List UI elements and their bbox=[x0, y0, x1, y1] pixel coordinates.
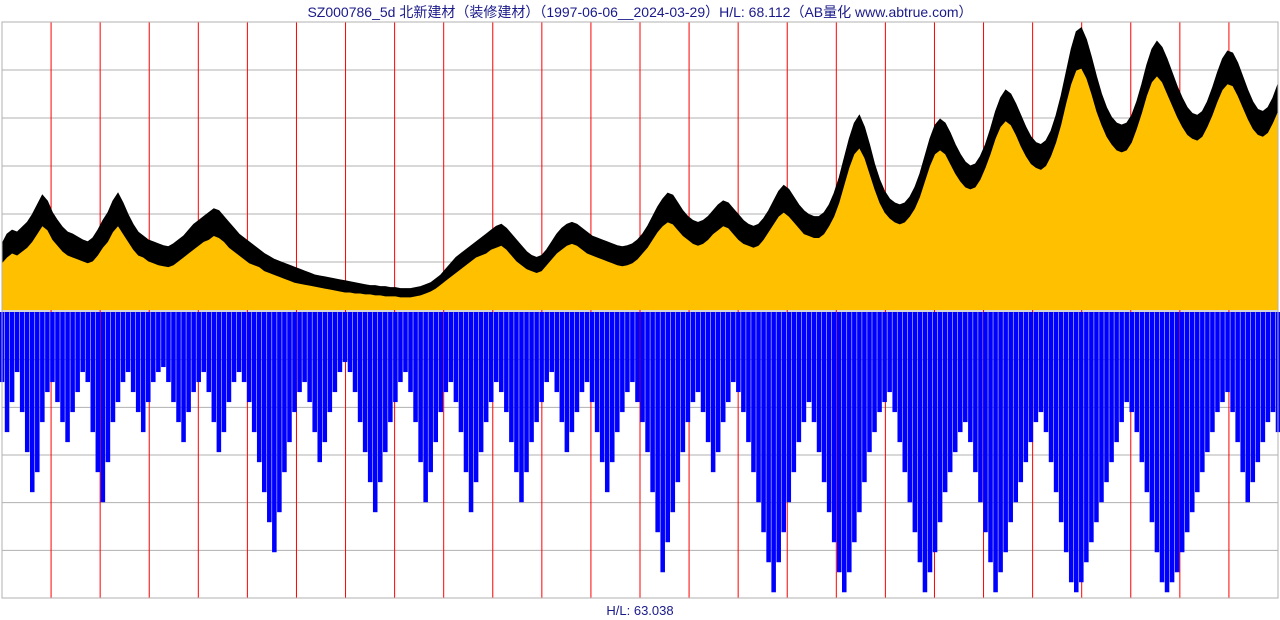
chart-title: SZ000786_5d 北新建材（装修建材）（1997-06-06__2024-… bbox=[0, 2, 1280, 22]
chart-canvas bbox=[0, 0, 1280, 620]
stock-chart: SZ000786_5d 北新建材（装修建材）（1997-06-06__2024-… bbox=[0, 0, 1280, 620]
chart-bottom-label: H/L: 63.038 bbox=[0, 603, 1280, 618]
